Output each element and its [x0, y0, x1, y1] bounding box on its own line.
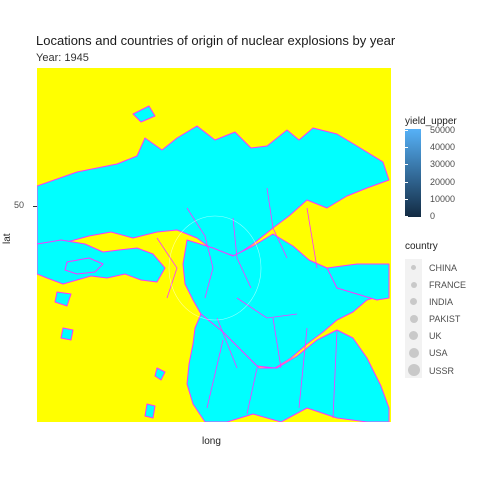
- legend-point: [410, 298, 417, 305]
- legend-key: [405, 259, 422, 276]
- colorbar-tick: [405, 199, 408, 200]
- legend-point: [408, 364, 420, 376]
- colorbar-tick: [405, 182, 408, 183]
- colorbar-tick-label: 50000: [430, 125, 455, 135]
- legend-key: [405, 344, 422, 361]
- legend-point: [410, 315, 418, 323]
- map-panel: [37, 68, 391, 422]
- legend-key: [405, 327, 422, 344]
- colorbar-tick: [405, 130, 408, 131]
- legend-label: CHINA: [429, 263, 457, 273]
- legend-point: [409, 331, 418, 340]
- chart-title: Locations and countries of origin of nuc…: [36, 33, 395, 48]
- y-tick-mark: [33, 206, 37, 207]
- legend-label: UK: [429, 331, 442, 341]
- island-4: [61, 328, 73, 340]
- legend-label: FRANCE: [429, 280, 466, 290]
- size-legend-title: country: [405, 241, 438, 252]
- colorbar-tick-label: 10000: [430, 194, 455, 204]
- colorbar-tick: [405, 147, 408, 148]
- x-axis-label: long: [202, 436, 221, 447]
- legend-point: [411, 282, 417, 288]
- legend-label: INDIA: [429, 297, 453, 307]
- colorbar-tick-label: 20000: [430, 177, 455, 187]
- colorbar-tick-label: 30000: [430, 159, 455, 169]
- colorbar-tick: [405, 216, 408, 217]
- legend-point: [411, 265, 416, 270]
- colorbar: [405, 129, 421, 217]
- legend-label: USSR: [429, 366, 454, 376]
- colorbar-tick-label: 40000: [430, 142, 455, 152]
- legend-key: [405, 361, 422, 378]
- island-5: [145, 404, 155, 418]
- legend-key: [405, 276, 422, 293]
- y-axis-label: lat: [2, 233, 13, 244]
- y-tick-label: 50: [14, 200, 24, 210]
- legend-point: [409, 348, 419, 358]
- legend-key: [405, 310, 422, 327]
- colorbar-tick-label: 0: [430, 211, 435, 221]
- legend-label: PAKIST: [429, 314, 460, 324]
- legend-key: [405, 293, 422, 310]
- chart-subtitle: Year: 1945: [36, 52, 89, 64]
- legend-label: USA: [429, 348, 448, 358]
- colorbar-tick: [405, 164, 408, 165]
